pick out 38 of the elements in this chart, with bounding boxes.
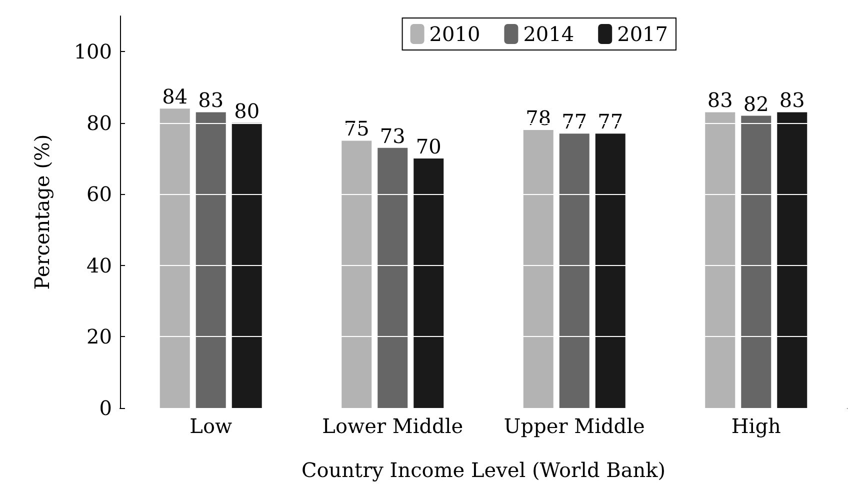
legend-label: 2017 xyxy=(617,22,668,46)
data-label: 77 xyxy=(562,110,588,134)
x-tick-label: Upper Middle xyxy=(504,414,645,438)
data-label: 75 xyxy=(344,116,370,141)
bar xyxy=(705,112,736,408)
y-tick-label: 100 xyxy=(74,40,112,64)
data-label: 84 xyxy=(162,84,188,109)
y-tick-label: 80 xyxy=(86,110,112,135)
y-tick-label: 0 xyxy=(99,396,112,420)
bar xyxy=(160,108,190,408)
bar xyxy=(741,116,772,408)
data-label: 83 xyxy=(198,88,224,112)
y-tick-label: 20 xyxy=(86,324,112,349)
data-label: 80 xyxy=(234,98,260,123)
bar xyxy=(414,158,444,408)
bar xyxy=(342,140,372,408)
data-label: 73 xyxy=(380,124,406,148)
data-label: 70 xyxy=(416,134,442,159)
y-axis-title: Percentage (%) xyxy=(30,134,54,290)
x-tick-label: Lower Middle xyxy=(322,414,464,438)
bar xyxy=(559,134,590,408)
data-label: 77 xyxy=(598,110,624,134)
bar xyxy=(378,148,408,408)
data-label: 83 xyxy=(707,88,733,112)
bar xyxy=(196,112,226,408)
y-tick-label: 60 xyxy=(86,182,112,206)
x-tick-label: Low xyxy=(190,414,232,438)
legend-label: 2014 xyxy=(523,22,574,46)
data-label: 82 xyxy=(743,92,769,116)
bar xyxy=(777,112,808,408)
data-label: 83 xyxy=(779,88,805,112)
x-tick-label: High xyxy=(731,414,781,438)
bar xyxy=(232,122,262,408)
x-axis-title: Country Income Level (World Bank) xyxy=(301,458,666,482)
legend-label: 2010 xyxy=(429,22,480,46)
y-tick-label: 40 xyxy=(86,253,112,278)
bar xyxy=(595,134,626,408)
bar xyxy=(523,130,554,408)
